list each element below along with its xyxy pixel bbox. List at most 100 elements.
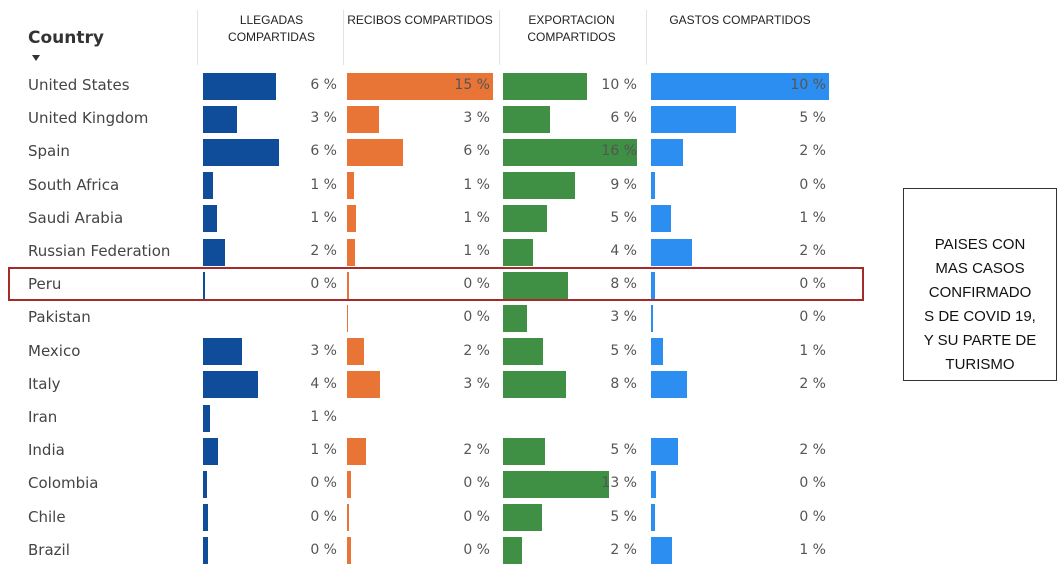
data-bar [503,338,544,366]
country-label: Russian Federation [28,242,171,260]
value-label: 3 % [463,110,490,127]
value-label: 4 % [310,375,337,392]
data-bar [651,437,678,465]
value-label: 2 % [799,375,826,392]
data-bar [503,105,551,133]
column-header: EXPORTACION COMPARTIDOS [527,13,616,44]
country-label: Brazil [28,540,70,559]
data-bar [651,138,684,166]
value-label: 1 % [310,442,337,459]
value-label: 2 % [310,243,337,259]
value-label: 1 % [463,176,490,193]
value-label: 3 % [463,375,490,392]
value-label: 0 % [463,309,490,326]
country-header[interactable]: Country [28,28,104,48]
value-label: 0 % [463,276,490,293]
data-bar [651,205,671,233]
data-bar [503,470,609,498]
data-bar [347,338,365,366]
value-label: 1 % [463,243,490,259]
data-bar [651,271,655,299]
column-separator [499,10,500,65]
country-label: Mexico [28,341,81,360]
data-bar [503,138,638,166]
value-label: 16 % [601,143,637,160]
data-bar [347,138,403,166]
value-label: 6 % [310,143,337,160]
data-bar [203,504,208,532]
data-bar [651,371,687,399]
value-label: 1 % [310,409,337,425]
value-label: 3 % [310,342,337,359]
data-bar [203,271,206,299]
data-bar [347,105,379,133]
value-label: 8 % [610,375,637,392]
country-label: Saudi Arabia [28,208,124,227]
data-bar [347,238,355,266]
country-label: Italy [28,374,61,393]
data-bar [203,172,213,200]
country-label: Pakistan [28,308,91,327]
annotation-line: MAS CASOS [935,260,1025,277]
data-bar [503,504,542,532]
data-bar [347,205,356,233]
value-label: 4 % [610,243,637,259]
data-bar [503,205,547,233]
value-label: 2 % [463,342,490,359]
highlight-box [8,267,864,302]
data-bar [503,304,527,332]
annotation-line: TURISMO [945,356,1015,373]
column-separator [197,10,198,65]
data-bar [203,138,279,166]
data-bar [503,238,534,266]
data-bar [203,205,217,233]
value-label: 5 % [610,209,637,226]
value-label: 0 % [799,276,826,293]
value-label: 0 % [310,508,337,525]
column-separator [646,10,647,65]
value-label: 6 % [310,77,337,93]
data-bar [203,437,218,465]
value-label: 0 % [310,541,337,558]
data-bar [651,105,737,133]
value-label: 5 % [799,110,826,127]
value-label: 5 % [610,442,637,459]
data-bar [651,504,655,532]
value-label: 5 % [610,342,637,359]
value-label: 0 % [463,541,490,558]
data-bar [503,271,568,299]
value-label: 0 % [799,176,826,193]
value-label: 9 % [610,176,637,193]
data-bar [347,271,349,299]
value-label: 15 % [454,77,490,93]
value-label: 0 % [463,508,490,525]
value-label: 0 % [799,508,826,525]
sort-arrow[interactable] [32,54,42,62]
value-label: 5 % [610,508,637,525]
data-bar [651,172,655,200]
data-bar [347,437,367,465]
value-label: 6 % [463,143,490,160]
country-label: India [28,441,65,460]
value-label: 2 % [799,143,826,160]
data-bar [203,338,242,366]
value-label: 3 % [310,110,337,127]
data-bar [203,537,208,564]
data-bar [651,238,692,266]
data-bar [347,470,351,498]
country-label: South Africa [28,175,120,194]
data-bar [203,105,237,133]
value-label: 1 % [310,176,337,193]
value-label: 2 % [610,541,637,558]
data-bar [347,371,380,399]
value-label: 8 % [610,276,637,293]
data-bar [347,504,349,532]
data-bar [203,470,207,498]
value-label: 2 % [463,442,490,459]
data-bar [503,437,546,465]
data-bar [503,172,576,200]
annotation-line: PAISES CON [934,236,1026,253]
annotation-line: S DE COVID 19, [924,308,1036,325]
data-bar [347,172,354,200]
country-label: Colombia [28,474,99,493]
